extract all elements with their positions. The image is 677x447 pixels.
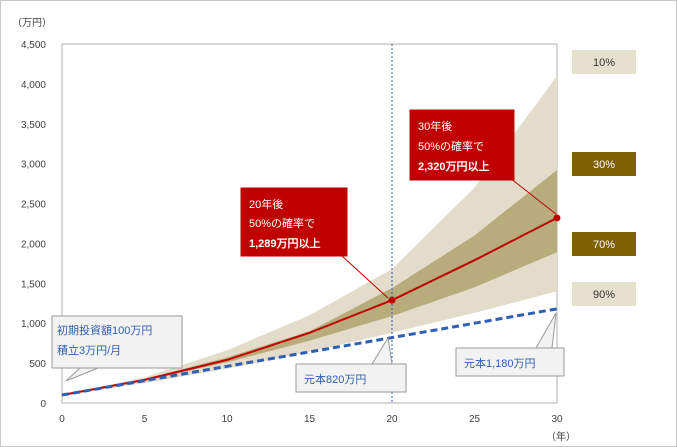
x-axis-unit-label: （年）	[546, 430, 576, 443]
legend-label: 90%	[593, 289, 615, 301]
callout-median30-line1: 30年後	[418, 119, 452, 133]
y-tick-label: 3,000	[21, 160, 46, 171]
x-tick-label: 25	[469, 414, 481, 425]
legend-swatch-90	[572, 282, 636, 306]
callout-initial-line2: 積立3万円/月	[57, 343, 121, 357]
y-tick-label: 2,000	[21, 239, 46, 250]
callout-leader-median30	[509, 177, 557, 215]
band-1	[62, 170, 557, 395]
callout-median20-line3: 1,289万円以上	[249, 236, 321, 250]
y-axis-unit-label: （万円）	[12, 17, 52, 29]
x-tick-label: 5	[142, 414, 148, 425]
y-tick-label: 1,500	[21, 279, 46, 290]
callout-median30-line2: 50%の確率で	[418, 139, 484, 153]
callout-principal30	[455, 347, 565, 377]
median-point-30y	[553, 214, 561, 222]
y-tick-label: 4,500	[21, 40, 46, 51]
y-tick-label: 1,000	[21, 319, 46, 330]
callout-median20-line1: 20年後	[249, 197, 283, 211]
series-line-1	[61, 307, 558, 397]
x-tick-label: 0	[59, 414, 65, 425]
band-0	[62, 75, 557, 396]
median-point-20y	[388, 296, 396, 304]
x-tick-label: 10	[221, 414, 233, 425]
x-tick-label: 15	[304, 414, 316, 425]
legend-label: 10%	[593, 57, 615, 69]
callout-principal20	[295, 363, 407, 393]
legend-label: 70%	[593, 239, 615, 251]
callout-median20-line2: 50%の確率で	[249, 216, 315, 230]
y-tick-label: 500	[29, 359, 46, 370]
x-tick-label: 20	[386, 414, 398, 425]
legend-swatch-70	[572, 232, 636, 256]
legend-label: 30%	[593, 159, 615, 171]
y-tick-label: 3,500	[21, 120, 46, 131]
callout-initial-line1: 初期投資額100万円	[57, 323, 152, 337]
callout-median20	[240, 187, 348, 257]
legend-swatch-30	[572, 152, 636, 176]
y-tick-label: 2,500	[21, 200, 46, 211]
callout-median30-line3: 2,320万円以上	[418, 159, 490, 173]
callout-leader-median20	[341, 255, 389, 299]
legend-swatch-10	[572, 50, 636, 74]
x-tick-label: 30	[551, 414, 563, 425]
y-tick-label: 0	[40, 399, 46, 410]
callout-median30	[409, 109, 515, 181]
callout-initial	[51, 315, 183, 369]
y-tick-label: 4,000	[21, 80, 46, 91]
callout-principal20-text: 元本820万円	[304, 372, 366, 386]
callout-principal30-text: 元本1,180万円	[464, 356, 536, 370]
